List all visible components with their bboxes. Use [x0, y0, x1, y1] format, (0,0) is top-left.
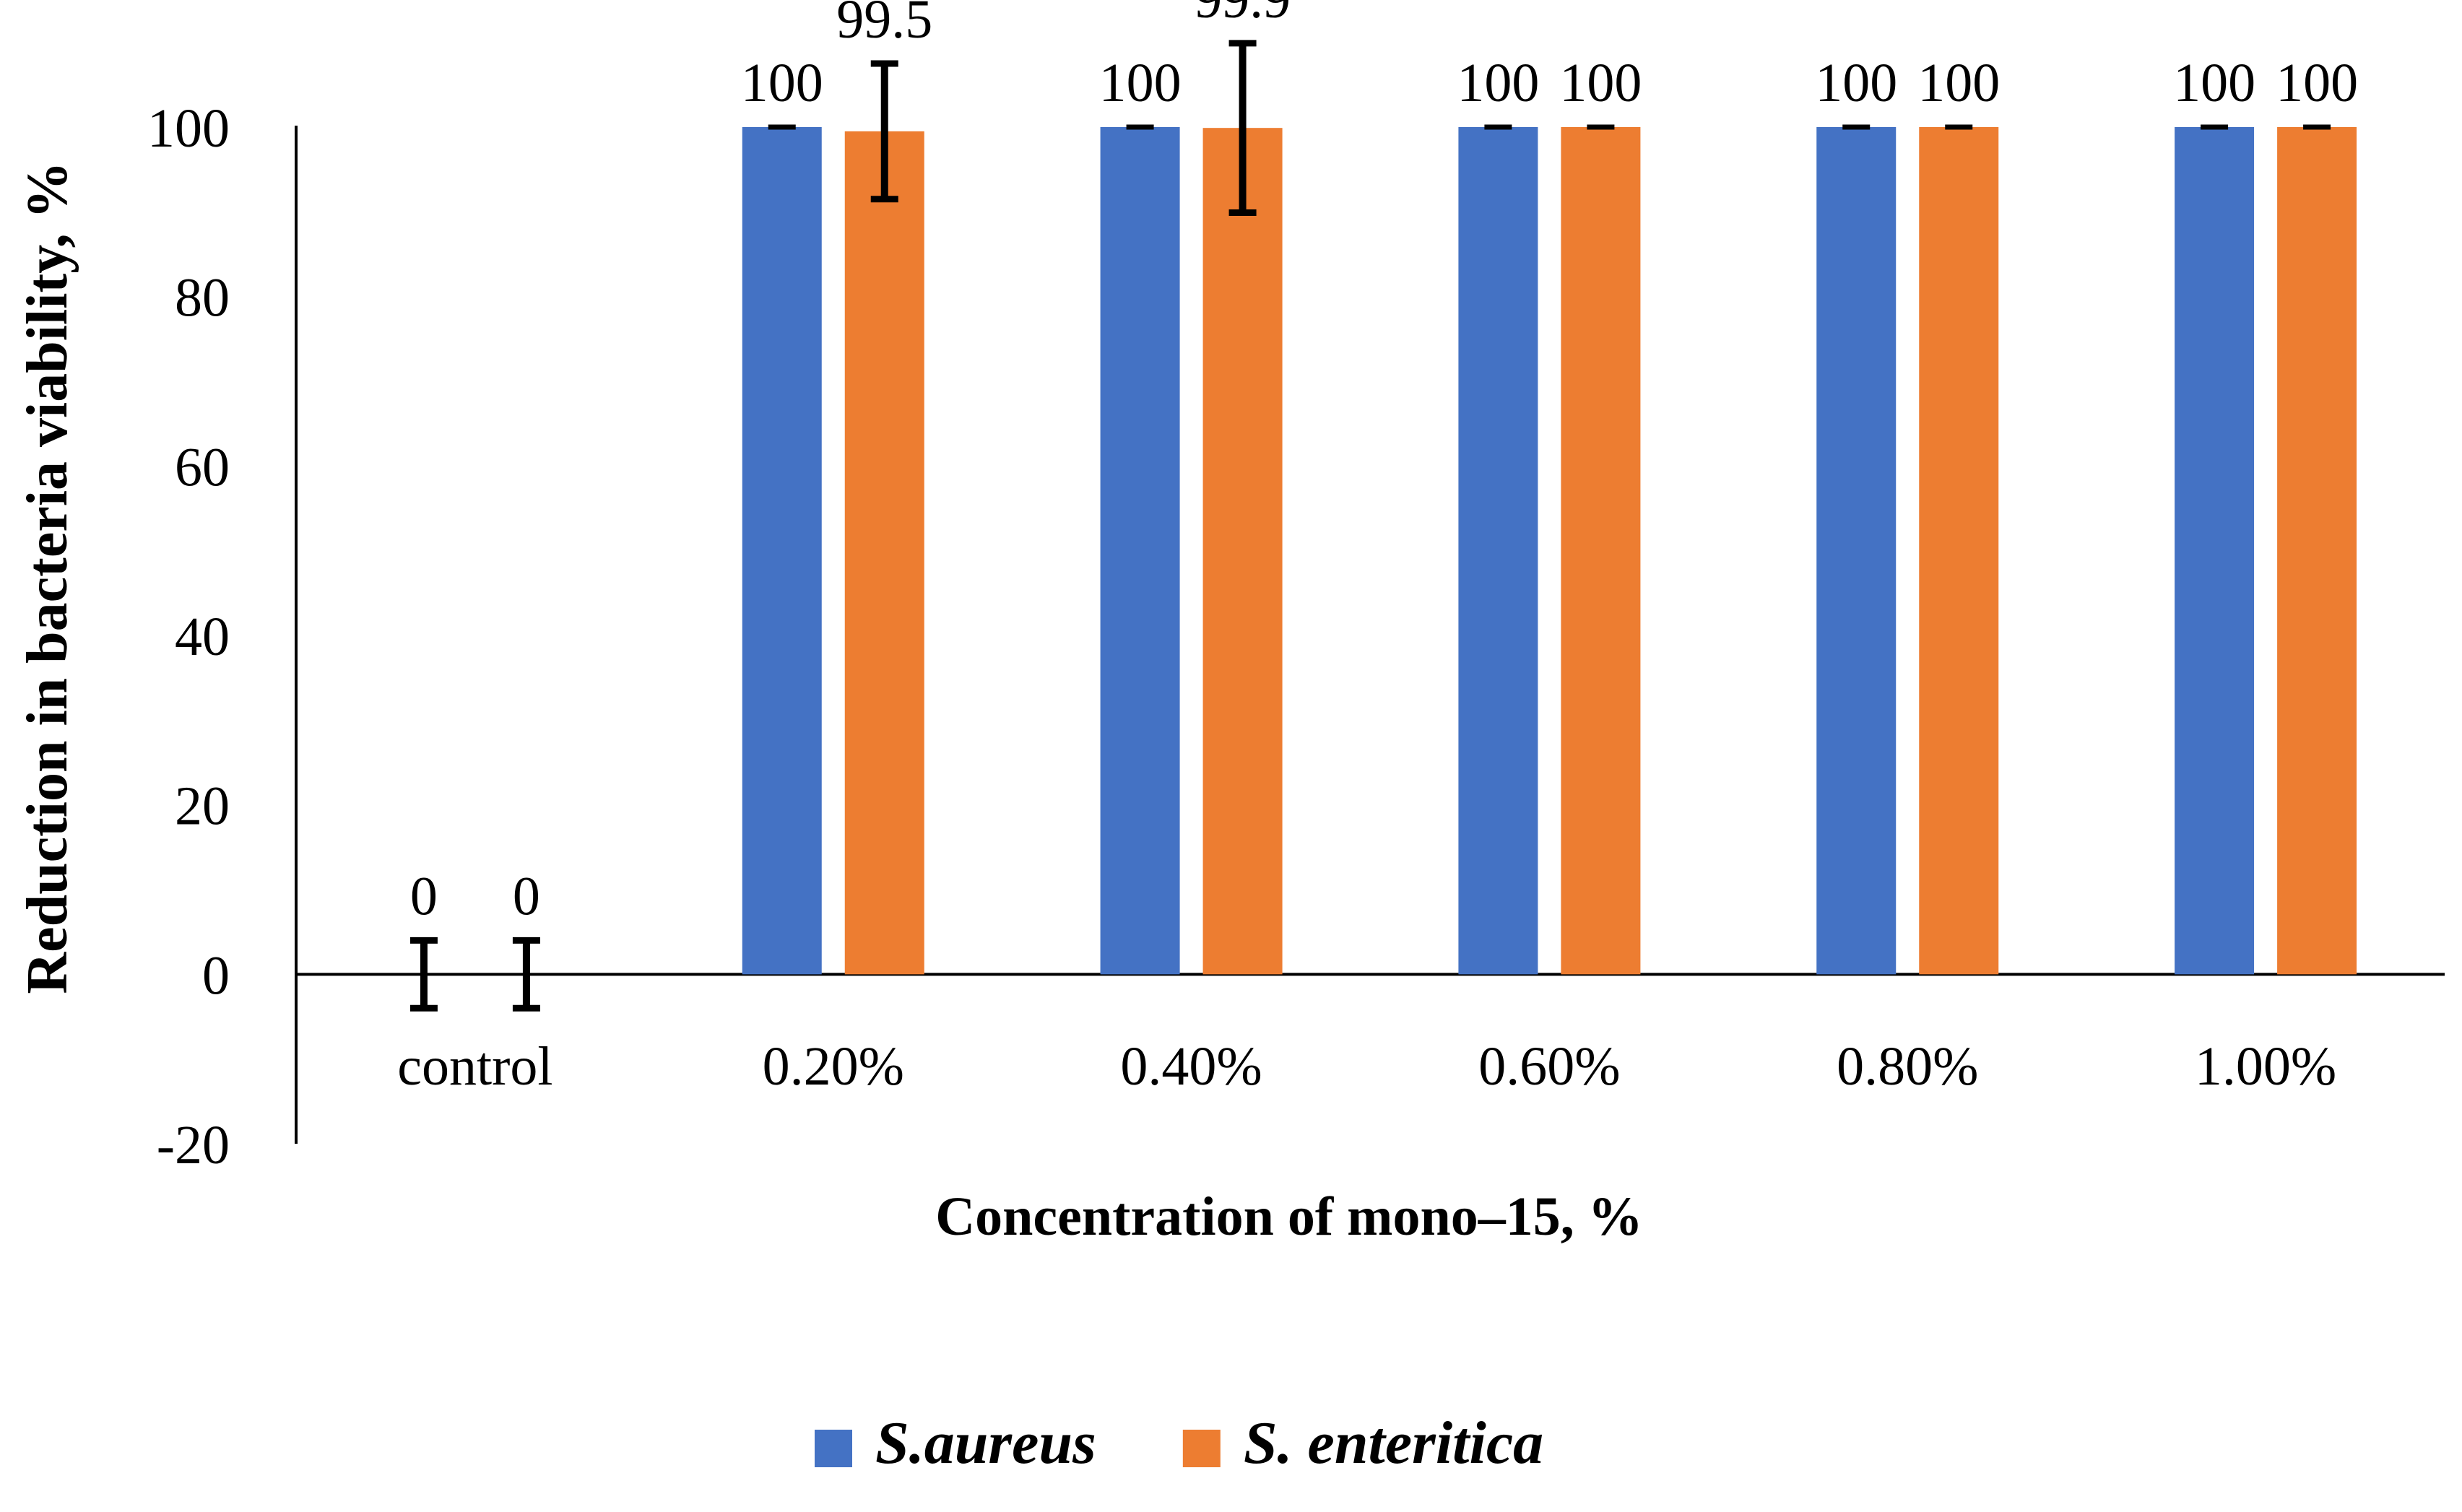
x-tick-label: 0.80%	[1837, 1036, 1978, 1097]
bar	[742, 127, 822, 975]
y-tick-label: -20	[157, 1115, 230, 1176]
y-axis-title: Reduction in bacteria viability, %	[16, 161, 79, 994]
data-label: 100	[2173, 53, 2255, 113]
bar	[1458, 127, 1538, 975]
data-label: 100	[1559, 53, 1642, 113]
plot-area: -20 0 20 40 60 80 100 0 0 control 100 99.5 0.20% 100 9…	[147, 0, 2445, 1176]
data-label: 0	[410, 866, 438, 926]
legend-swatch	[815, 1430, 852, 1467]
data-label: 100	[1917, 53, 2000, 113]
bar	[1202, 128, 1283, 975]
y-tick-label: 80	[175, 268, 230, 329]
x-tick-label: control	[397, 1036, 552, 1097]
y-tick-label: 40	[175, 607, 230, 667]
x-tick-label: 0.60%	[1478, 1036, 1620, 1097]
data-label: 99.9	[1195, 0, 1291, 30]
y-tick-label: 20	[175, 776, 230, 837]
x-tick-label: 1.00%	[2195, 1036, 2336, 1097]
x-axis-title: Concentration of mono–15, %	[935, 1186, 1643, 1247]
data-label: 100	[741, 53, 823, 113]
bar	[2175, 127, 2255, 975]
bar	[2277, 127, 2357, 975]
bar	[1816, 127, 1897, 975]
x-tick-label: 0.40%	[1120, 1036, 1262, 1097]
data-label: 99.5	[836, 0, 932, 50]
data-label: 100	[1457, 53, 1539, 113]
data-label: 100	[1815, 53, 1897, 113]
y-tick-label: 60	[175, 437, 230, 498]
legend-label: S. enteritica	[1244, 1409, 1543, 1477]
legend-swatch	[1182, 1430, 1221, 1467]
data-label: 100	[2276, 53, 2358, 113]
bar	[1919, 127, 1999, 975]
legend: S.aureus S. enteritica	[815, 1409, 1543, 1477]
data-label: 0	[513, 866, 540, 926]
y-tick-label: 100	[147, 98, 230, 159]
bar	[844, 131, 924, 975]
bar	[1100, 127, 1180, 975]
data-label: 100	[1099, 53, 1182, 113]
x-tick-label: 0.20%	[763, 1036, 904, 1097]
bar	[1561, 127, 1641, 975]
legend-label: S.aureus	[875, 1409, 1096, 1477]
y-tick-label: 0	[202, 945, 230, 1006]
